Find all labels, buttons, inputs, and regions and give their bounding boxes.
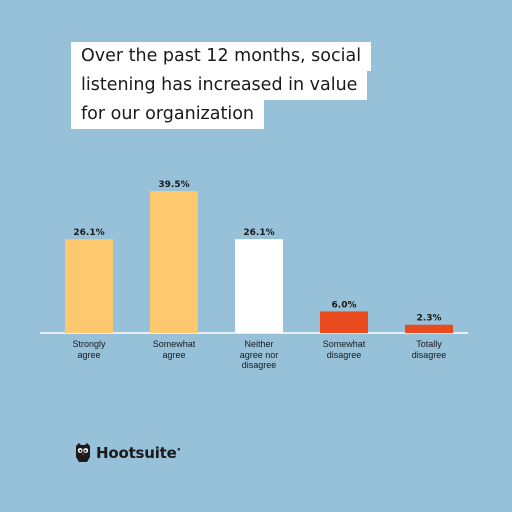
hootsuite-logo: Hootsuite• bbox=[75, 443, 181, 463]
bar-1 bbox=[150, 191, 198, 333]
category-label-line: disagree bbox=[411, 349, 447, 360]
category-label-4: Totally disagree bbox=[392, 339, 466, 360]
title-line-1: Over the past 12 months, social bbox=[71, 42, 372, 71]
category-label-3: Somewhat disagree bbox=[307, 339, 381, 360]
bar-value-label-1: 39.5% bbox=[158, 180, 189, 190]
category-label-line: disagree bbox=[326, 349, 362, 360]
category-label-line: agree bbox=[77, 349, 101, 360]
bar-value-label-0: 26.1% bbox=[73, 228, 104, 238]
category-label-line: agree nor bbox=[239, 349, 279, 360]
title-line-2: listening has increased in value bbox=[71, 71, 368, 100]
category-label-2: Neither agree nor disagree bbox=[222, 339, 296, 371]
bar-4 bbox=[405, 324, 453, 333]
category-label-line: agree bbox=[162, 349, 186, 360]
bar-value-label-4: 2.3% bbox=[417, 314, 442, 324]
category-label-line: Somewhat bbox=[152, 339, 196, 349]
category-label-1: Somewhat agree bbox=[137, 339, 211, 360]
chart-title: Over the past 12 months, social listenin… bbox=[71, 42, 372, 129]
bar-value-label-2: 26.1% bbox=[243, 228, 274, 238]
brand-name: Hootsuite• bbox=[96, 444, 181, 462]
category-label-line: disagree bbox=[241, 360, 277, 370]
bar-3 bbox=[320, 311, 368, 333]
category-label-line: Neither bbox=[244, 339, 274, 349]
title-line-3: for our organization bbox=[71, 100, 264, 129]
category-label-line: Totally bbox=[416, 339, 442, 349]
owl-icon bbox=[76, 443, 90, 462]
category-label-line: Somewhat bbox=[322, 339, 366, 349]
bar-value-label-3: 6.0% bbox=[332, 300, 357, 310]
bar-2 bbox=[235, 239, 283, 333]
category-label-line: Strongly bbox=[72, 339, 106, 349]
category-label-0: Strongly agree bbox=[52, 339, 126, 360]
bar-0 bbox=[65, 239, 113, 333]
